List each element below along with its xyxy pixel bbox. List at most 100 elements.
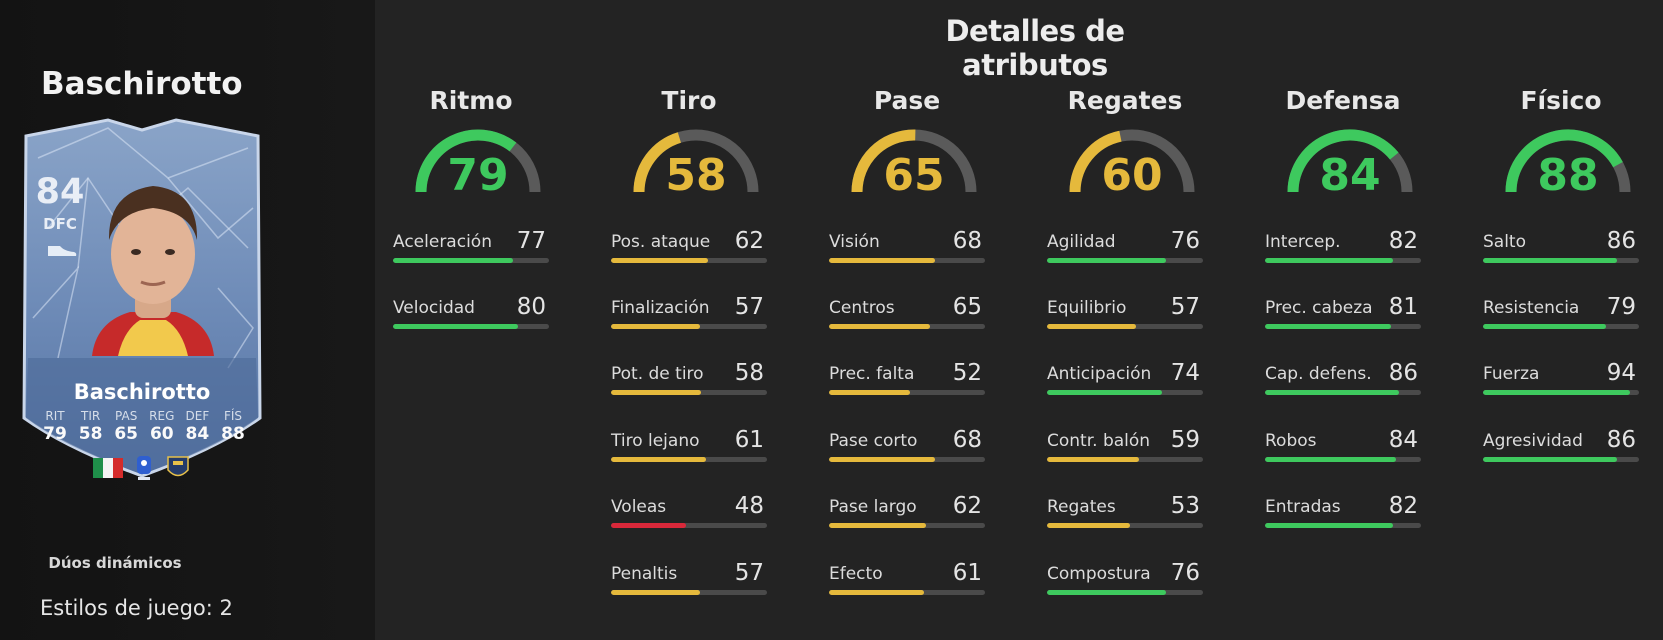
attribute-row[interactable]: Salto 86 bbox=[1483, 228, 1639, 272]
attribute-bar-fill bbox=[1047, 258, 1166, 263]
gauge-value: 58 bbox=[665, 150, 727, 201]
card-stat-label: TIR bbox=[80, 409, 101, 423]
gauge-value: 79 bbox=[447, 150, 509, 201]
attribute-bar-fill bbox=[1047, 590, 1166, 595]
attribute-row[interactable]: Intercep. 82 bbox=[1265, 228, 1421, 272]
player-photo bbox=[92, 186, 214, 356]
column-title: Ritmo bbox=[429, 86, 513, 115]
attribute-bar bbox=[611, 258, 767, 263]
duo-label: Dúos dinámicos bbox=[48, 554, 182, 572]
attribute-bar bbox=[1047, 390, 1203, 395]
attribute-bar-fill bbox=[611, 457, 707, 462]
attribute-value: 82 bbox=[1388, 493, 1418, 519]
attribute-bar bbox=[1483, 258, 1639, 263]
attribute-name: Anticipación bbox=[1047, 364, 1152, 384]
card-stat-label: DEF bbox=[185, 409, 210, 423]
attribute-bar-fill bbox=[1265, 457, 1397, 462]
attribute-row[interactable]: Tiro lejano 61 bbox=[611, 427, 767, 471]
card-stat-label: RIT bbox=[45, 409, 65, 423]
attribute-name: Prec. falta bbox=[829, 364, 915, 384]
attribute-row[interactable]: Robos 84 bbox=[1265, 427, 1421, 471]
attribute-bar bbox=[611, 324, 767, 329]
attribute-bar-fill bbox=[1047, 390, 1163, 395]
attribute-row[interactable]: Contr. balón 59 bbox=[1047, 427, 1203, 471]
card-position: DFC bbox=[43, 215, 77, 233]
attribute-bar bbox=[611, 523, 767, 528]
playstyles-count[interactable]: Estilos de juego: 2 bbox=[40, 596, 233, 620]
attribute-bar-fill bbox=[1483, 457, 1618, 462]
attribute-row[interactable]: Penaltis 57 bbox=[611, 560, 767, 604]
attribute-row[interactable]: Agilidad 76 bbox=[1047, 228, 1203, 272]
attribute-bar-fill bbox=[393, 258, 514, 263]
attribute-row[interactable]: Pase corto 68 bbox=[829, 427, 985, 471]
attribute-row[interactable]: Cap. defens. 86 bbox=[1265, 360, 1421, 404]
rating-gauge bbox=[1069, 129, 1195, 193]
attribute-bar-fill bbox=[1265, 390, 1400, 395]
attribute-bar-fill bbox=[393, 324, 518, 329]
rating-gauge bbox=[1505, 129, 1631, 193]
attribute-row[interactable]: Agresividad 86 bbox=[1483, 427, 1639, 471]
attribute-name: Velocidad bbox=[393, 298, 475, 318]
attribute-bar-fill bbox=[1265, 258, 1393, 263]
card-stat-label: FÍS bbox=[223, 409, 242, 423]
attribute-bar bbox=[829, 457, 985, 462]
attribute-bar bbox=[1483, 390, 1639, 395]
attribute-row[interactable]: Entradas 82 bbox=[1265, 493, 1421, 537]
column-title: Defensa bbox=[1285, 86, 1401, 115]
card-stat: DEF 84 bbox=[180, 409, 214, 444]
attribute-name: Pot. de tiro bbox=[611, 364, 704, 384]
attribute-row[interactable]: Pot. de tiro 58 bbox=[611, 360, 767, 404]
attribute-row[interactable]: Resistencia 79 bbox=[1483, 294, 1639, 338]
attribute-row[interactable]: Anticipación 74 bbox=[1047, 360, 1203, 404]
rating-gauge bbox=[633, 129, 759, 193]
attribute-row[interactable]: Fuerza 94 bbox=[1483, 360, 1639, 404]
attribute-row[interactable]: Velocidad 80 bbox=[393, 294, 549, 338]
attribute-name: Tiro lejano bbox=[611, 431, 700, 451]
attribute-value: 57 bbox=[734, 560, 764, 586]
attribute-row[interactable]: Pase largo 62 bbox=[829, 493, 985, 537]
player-panel: Baschirotto 84 DFC bbox=[0, 0, 375, 640]
attribute-row[interactable]: Efecto 61 bbox=[829, 560, 985, 604]
attribute-bar-fill bbox=[1483, 390, 1630, 395]
attribute-value: 57 bbox=[1170, 294, 1200, 320]
attribute-row[interactable]: Finalización 57 bbox=[611, 294, 767, 338]
attribute-value: 86 bbox=[1388, 360, 1418, 386]
serie-a-logo bbox=[137, 456, 151, 480]
attribute-value: 61 bbox=[952, 560, 982, 586]
attribute-row[interactable]: Equilibrio 57 bbox=[1047, 294, 1203, 338]
card-stat-value: 65 bbox=[114, 424, 139, 444]
attribute-bar bbox=[1265, 457, 1421, 462]
card-stat: RIT 79 bbox=[38, 409, 72, 444]
attribute-row[interactable]: Pos. ataque 62 bbox=[611, 228, 767, 272]
attribute-value: 68 bbox=[952, 427, 982, 453]
gauge-fill bbox=[633, 132, 682, 193]
attribute-value: 52 bbox=[952, 360, 982, 386]
attribute-row[interactable]: Visión 68 bbox=[829, 228, 985, 272]
attribute-value: 81 bbox=[1388, 294, 1418, 320]
attribute-row[interactable]: Prec. falta 52 bbox=[829, 360, 985, 404]
attribute-name: Voleas bbox=[611, 497, 667, 517]
column-title: Tiro bbox=[661, 86, 717, 115]
attribute-value: 76 bbox=[1170, 560, 1200, 586]
attribute-value: 65 bbox=[952, 294, 982, 320]
attribute-row[interactable]: Prec. cabeza 81 bbox=[1265, 294, 1421, 338]
attribute-value: 57 bbox=[734, 294, 764, 320]
attribute-bar bbox=[1047, 258, 1203, 263]
attribute-row[interactable]: Compostura 76 bbox=[1047, 560, 1203, 604]
player-card[interactable]: 84 DFC Baschirotto RIT 79 TIR 58 bbox=[18, 118, 266, 496]
attribute-name: Pase corto bbox=[829, 431, 918, 451]
attribute-details-panel bbox=[375, 0, 1663, 640]
attribute-row[interactable]: Voleas 48 bbox=[611, 493, 767, 537]
attribute-row[interactable]: Centros 65 bbox=[829, 294, 985, 338]
card-stat-value: 88 bbox=[221, 424, 245, 444]
attribute-value: 68 bbox=[952, 228, 982, 254]
attribute-name: Aceleración bbox=[393, 232, 492, 252]
attribute-bar-fill bbox=[829, 590, 925, 595]
attribute-value: 77 bbox=[516, 228, 546, 254]
attribute-bar-fill bbox=[611, 590, 700, 595]
attribute-value: 82 bbox=[1388, 228, 1418, 254]
card-stat-value: 58 bbox=[78, 424, 103, 444]
attribute-row[interactable]: Regates 53 bbox=[1047, 493, 1203, 537]
gauge-value: 65 bbox=[883, 150, 945, 201]
attribute-row[interactable]: Aceleración 77 bbox=[393, 228, 549, 272]
